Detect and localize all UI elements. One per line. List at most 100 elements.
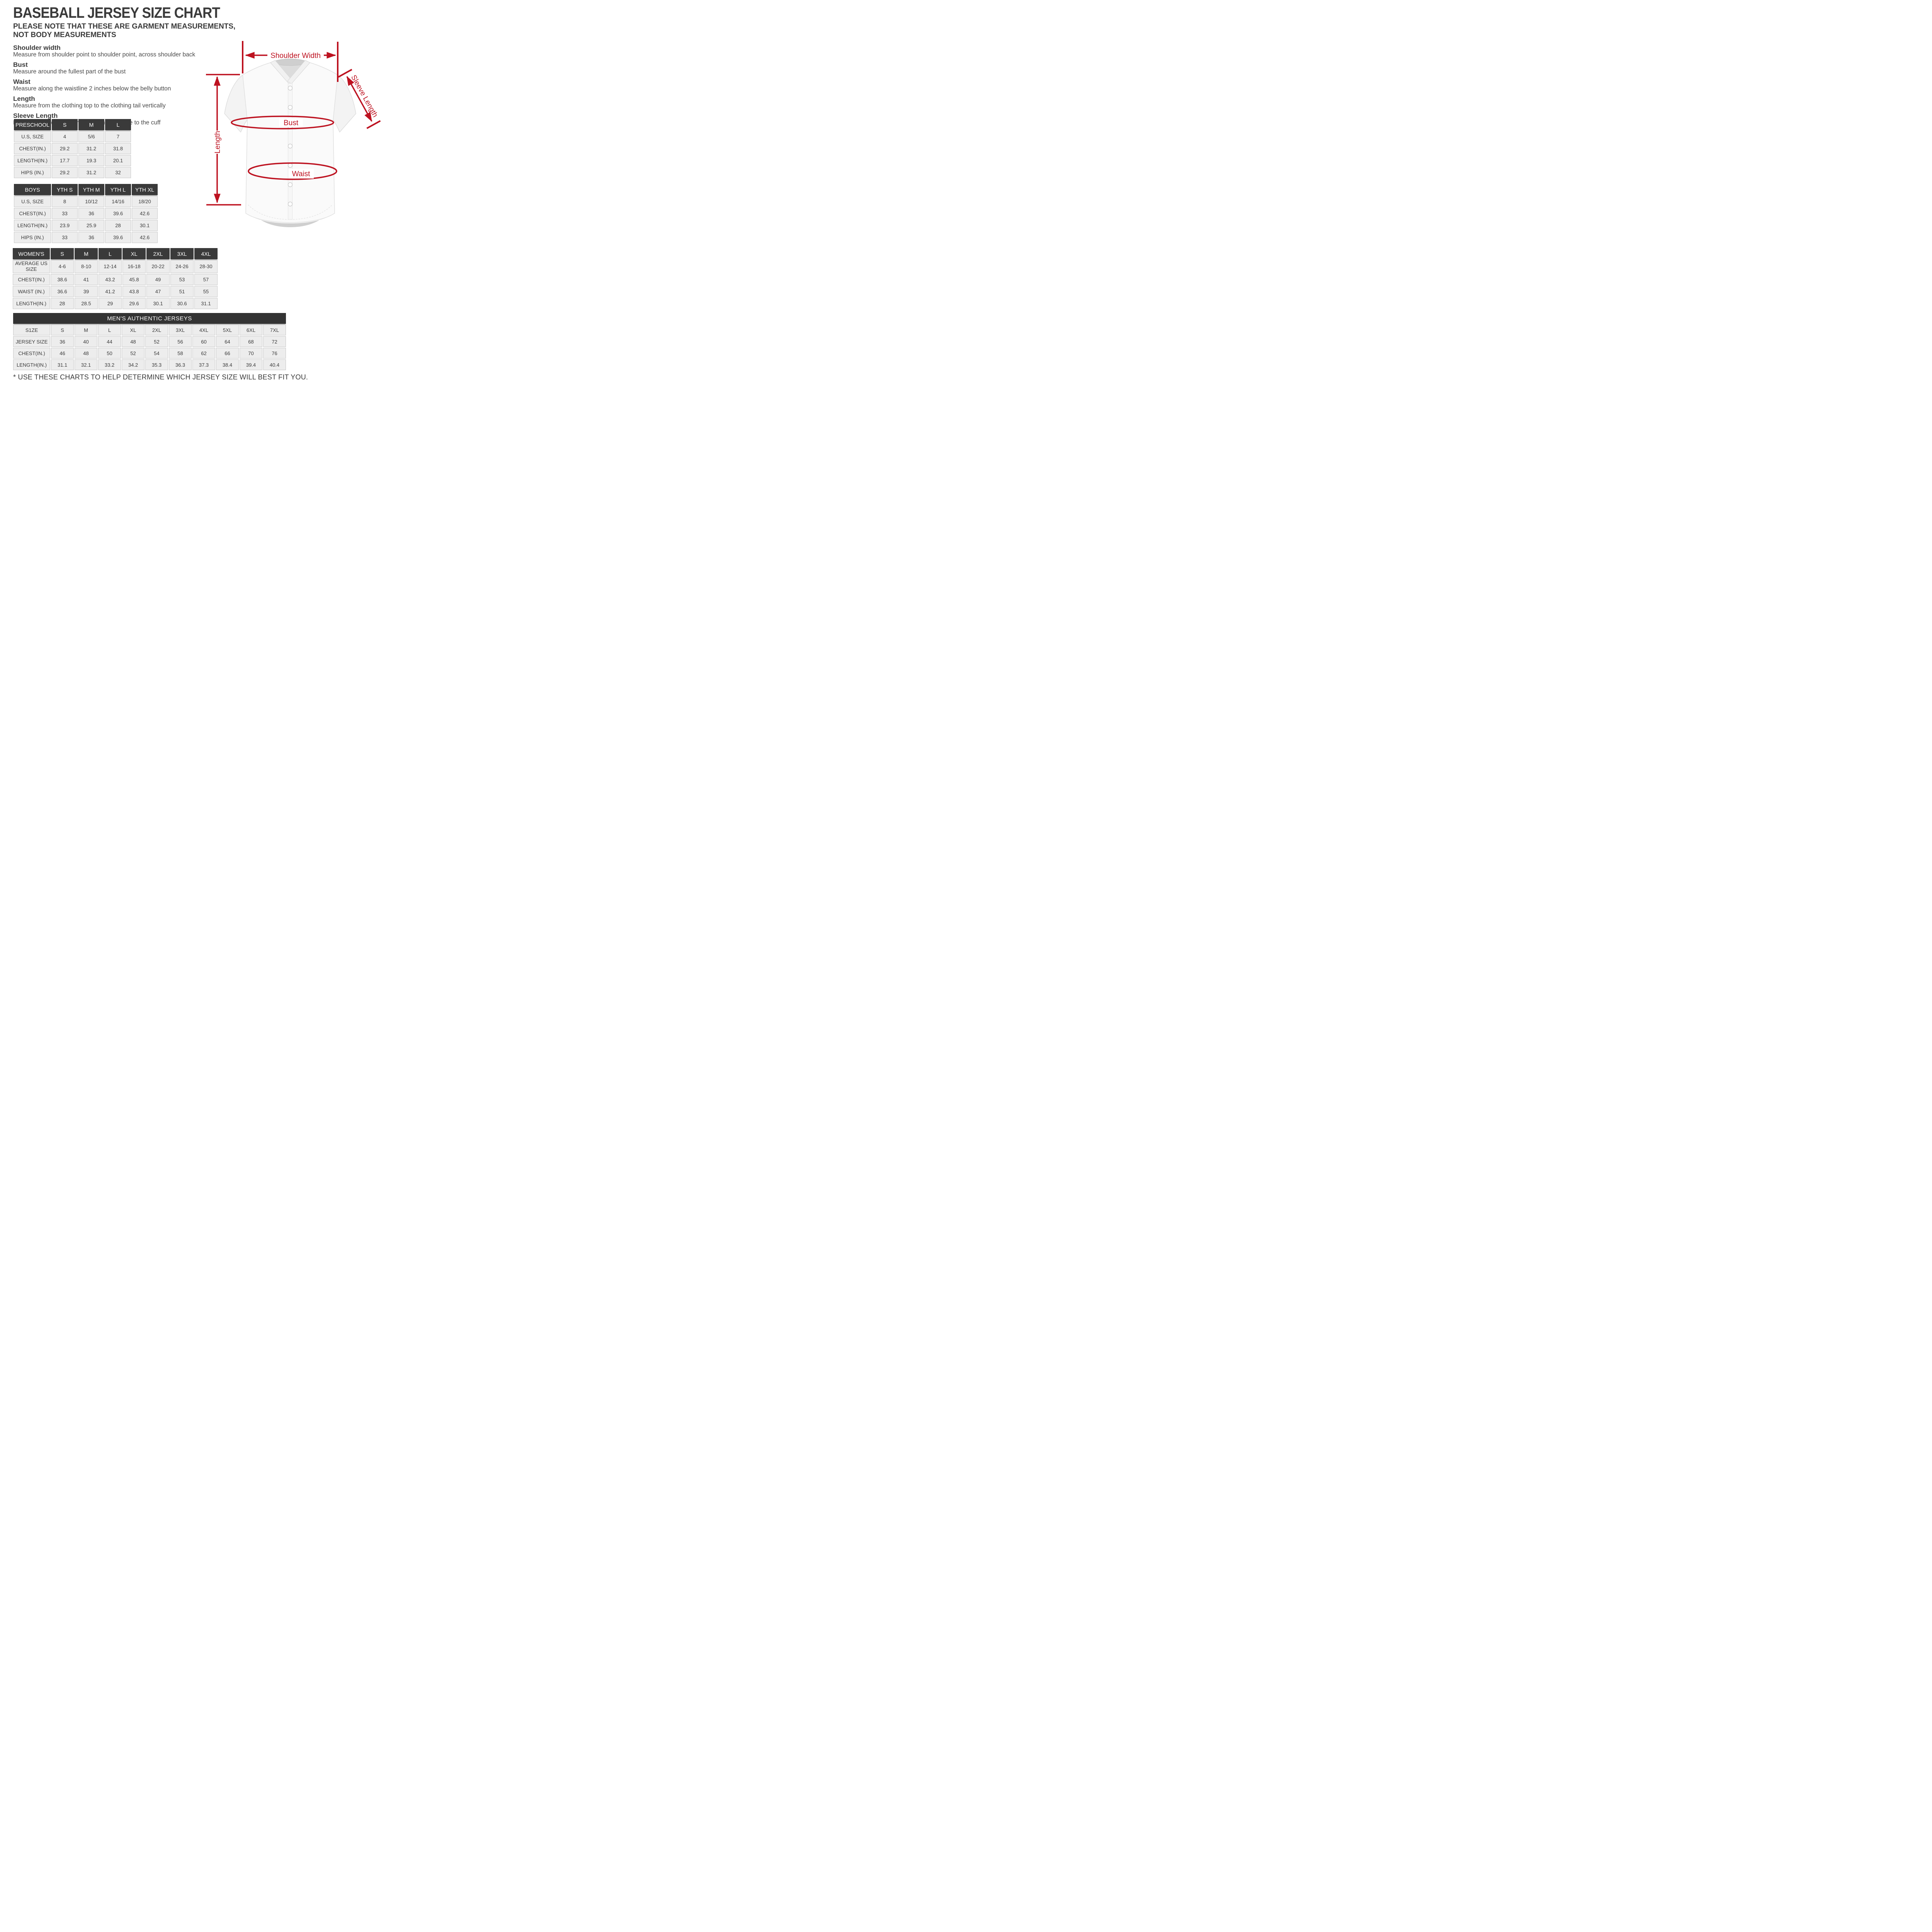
table-cell: 58 bbox=[169, 348, 192, 359]
footer-note: * USE THESE CHARTS TO HELP DETERMINE WHI… bbox=[13, 373, 308, 381]
column-header: YTH XL bbox=[132, 184, 158, 195]
table-row: CHEST(IN.) 38.6 41 43.2 45.8 49 53 57 bbox=[13, 274, 218, 285]
table-cell: 36 bbox=[78, 232, 104, 243]
table-row: U.S, SIZE 4 5/6 7 bbox=[14, 131, 131, 142]
column-header: BOYS bbox=[14, 184, 51, 195]
table-cell: 24-26 bbox=[170, 260, 194, 273]
table-cell: 62 bbox=[192, 348, 215, 359]
table-cell: 46 bbox=[51, 348, 74, 359]
table-cell: 43.2 bbox=[99, 274, 122, 285]
column-header: YTH M bbox=[78, 184, 104, 195]
button bbox=[287, 201, 293, 207]
table-row: CHEST(IN.) 29.2 31.2 31.8 bbox=[14, 143, 131, 154]
table-cell: 48 bbox=[75, 348, 97, 359]
jersey-left-sleeve bbox=[224, 75, 248, 133]
row-label: U.S, SIZE bbox=[14, 196, 51, 207]
table-cell: 42.6 bbox=[132, 208, 158, 219]
page-header: BASEBALL JERSEY SIZE CHART bbox=[13, 5, 243, 22]
table-row: AVERAGE US SIZE 4-6 8-10 12-14 16-18 20-… bbox=[13, 260, 218, 273]
table-header-row: S1ZE S M L XL 2XL 3XL 4XL 5XL 6XL 7XL bbox=[13, 325, 286, 335]
preschool-size-table: PRESCHOOL S M L U.S, SIZE 4 5/6 7 CHEST(… bbox=[13, 118, 132, 179]
table-cell: 36 bbox=[51, 336, 74, 347]
table-row: CHEST(IN.) 33 36 39.6 42.6 bbox=[14, 208, 158, 219]
table-cell: 34.2 bbox=[122, 359, 145, 370]
table-cell: 41 bbox=[75, 274, 98, 285]
button bbox=[287, 85, 293, 91]
table-header-row: BOYS YTH S YTH M YTH L YTH XL bbox=[14, 184, 158, 195]
row-label: CHEST(IN.) bbox=[14, 208, 51, 219]
table-cell: 40.4 bbox=[263, 359, 286, 370]
row-label: HIPS (IN.) bbox=[14, 232, 51, 243]
table-cell: 4XL bbox=[192, 325, 215, 335]
table-cell: 47 bbox=[146, 286, 170, 297]
row-label: LENGTH(IN.) bbox=[13, 359, 50, 370]
table-cell: 52 bbox=[122, 348, 145, 359]
row-label: LENGTH(IN.) bbox=[14, 220, 51, 231]
row-label: AVERAGE US SIZE bbox=[13, 260, 50, 273]
table-cell: 42.6 bbox=[132, 232, 158, 243]
table-cell: 31.2 bbox=[78, 143, 104, 154]
table-cell: 39 bbox=[75, 286, 98, 297]
definition-description: Measure around the fullest part of the b… bbox=[13, 68, 126, 75]
table-cell: S bbox=[51, 325, 74, 335]
table-cell: 33 bbox=[52, 232, 78, 243]
jersey-measurement-diagram: Shoulder Width Length Sleeve Length Bust… bbox=[206, 41, 381, 227]
jersey-collar-right bbox=[287, 60, 310, 84]
table-cell: 48 bbox=[122, 336, 145, 347]
row-label: JERSEY SIZE bbox=[13, 336, 50, 347]
waist-label: Waist bbox=[292, 170, 311, 178]
table-cell: 17.7 bbox=[52, 155, 78, 166]
table-cell: 41.2 bbox=[99, 286, 122, 297]
table-cell: 3XL bbox=[169, 325, 192, 335]
table-cell: 56 bbox=[169, 336, 192, 347]
table-row: LENGTH(IN.) 31.1 32.1 33.2 34.2 35.3 36.… bbox=[13, 359, 286, 370]
table-cell: 31.1 bbox=[51, 359, 74, 370]
table-row: CHEST(IN.) 46 48 50 52 54 58 62 66 70 76 bbox=[13, 348, 286, 359]
table-cell: 35.3 bbox=[145, 359, 168, 370]
table-row: LENGTH(IN.) 17.7 19.3 20.1 bbox=[14, 155, 131, 166]
table-cell: 38.4 bbox=[216, 359, 239, 370]
table-cell: 39.6 bbox=[105, 232, 131, 243]
table-cell: M bbox=[75, 325, 97, 335]
button bbox=[287, 163, 293, 168]
waist-label-background bbox=[288, 169, 314, 179]
definition-term: Sleeve Length bbox=[13, 112, 58, 119]
table-cell: 19.3 bbox=[78, 155, 104, 166]
row-label: LENGTH(IN.) bbox=[13, 298, 50, 309]
definition-term: Bust bbox=[13, 61, 28, 68]
row-label: HIPS (IN.) bbox=[14, 167, 51, 178]
table-cell: 37.3 bbox=[192, 359, 215, 370]
table-cell: 10/12 bbox=[78, 196, 104, 207]
table-cell: 23.9 bbox=[52, 220, 78, 231]
table-cell: 12-14 bbox=[99, 260, 122, 273]
table-row: LENGTH(IN.) 28 28.5 29 29.6 30.1 30.6 31… bbox=[13, 298, 218, 309]
subtitle-line-1: PLEASE NOTE THAT THESE ARE GARMENT MEASU… bbox=[13, 22, 236, 31]
table-cell: 36.6 bbox=[51, 286, 74, 297]
definition-description: Measure along the waistline 2 inches bel… bbox=[13, 85, 171, 92]
table-header-row: WOMEN'S S M L XL 2XL 3XL 4XL bbox=[13, 248, 218, 259]
table-cell: 33 bbox=[52, 208, 78, 219]
column-header: M bbox=[75, 248, 98, 259]
table-cell: 5XL bbox=[216, 325, 239, 335]
definition-term: Waist bbox=[13, 78, 31, 85]
table-cell: 44 bbox=[98, 336, 121, 347]
column-header: 2XL bbox=[146, 248, 170, 259]
table-cell: 53 bbox=[170, 274, 194, 285]
jersey-hem-stitching bbox=[248, 204, 333, 220]
table-cell: 28-30 bbox=[194, 260, 218, 273]
definition-term: Length bbox=[13, 95, 35, 102]
table-row: U.S, SIZE 8 10/12 14/16 18/20 bbox=[14, 196, 158, 207]
definition-shoulder-width: Shoulder width Measure from shoulder poi… bbox=[13, 44, 206, 58]
page-title: BASEBALL JERSEY SIZE CHART bbox=[13, 5, 220, 21]
table-cell: 57 bbox=[194, 274, 218, 285]
bust-label-background bbox=[279, 118, 303, 127]
table-row: LENGTH(IN.) 23.9 25.9 28 30.1 bbox=[14, 220, 158, 231]
jersey-neck-interior bbox=[270, 58, 310, 85]
button bbox=[287, 105, 293, 110]
table-cell: 39.6 bbox=[105, 208, 131, 219]
row-label: CHEST(IN.) bbox=[14, 143, 51, 154]
table-cell: 51 bbox=[170, 286, 194, 297]
table-cell: 29.6 bbox=[122, 298, 146, 309]
jersey-placket bbox=[288, 83, 293, 220]
table-cell: 43.8 bbox=[122, 286, 146, 297]
